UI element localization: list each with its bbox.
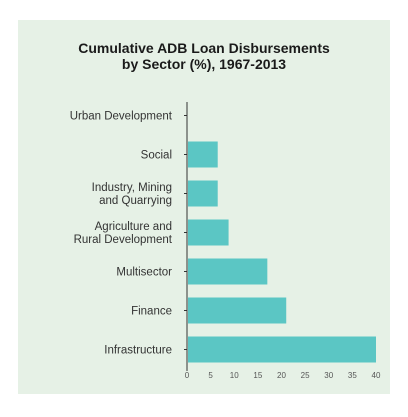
bar [188,258,268,285]
x-tick-label: 35 [348,371,357,380]
chart-title-line-1: Cumulative ADB Loan Disbursements [78,40,330,56]
x-tick-label: 30 [324,371,333,380]
bar [188,180,218,207]
category-label: Industry, Mining and Quarrying [92,182,172,207]
bar [188,219,229,246]
x-tick-label: 5 [208,371,213,380]
category-label: Finance [131,306,172,318]
x-tick-label: 40 [372,371,381,380]
category-label: Infrastructure [104,345,172,357]
category-label: Urban Development [70,111,173,123]
x-tick-label: 25 [301,371,310,380]
bar [188,141,218,168]
x-tick-label: 15 [253,371,262,380]
category-label: Multisector [116,267,172,279]
category-label: Social [141,150,172,162]
x-tick-label: 20 [277,371,286,380]
x-tick-label: 10 [230,371,239,380]
chart-panel: Cumulative ADB Loan Disbursements by Sec… [18,20,390,394]
bar [188,297,287,324]
category-label: Agriculture and Rural Development [74,221,173,246]
x-tick-label: 0 [185,371,190,380]
chart-title-line-2: by Sector (%), 1967-2013 [121,56,287,72]
chart-title: Cumulative ADB Loan Disbursements by Sec… [18,40,390,72]
bar [188,336,376,363]
